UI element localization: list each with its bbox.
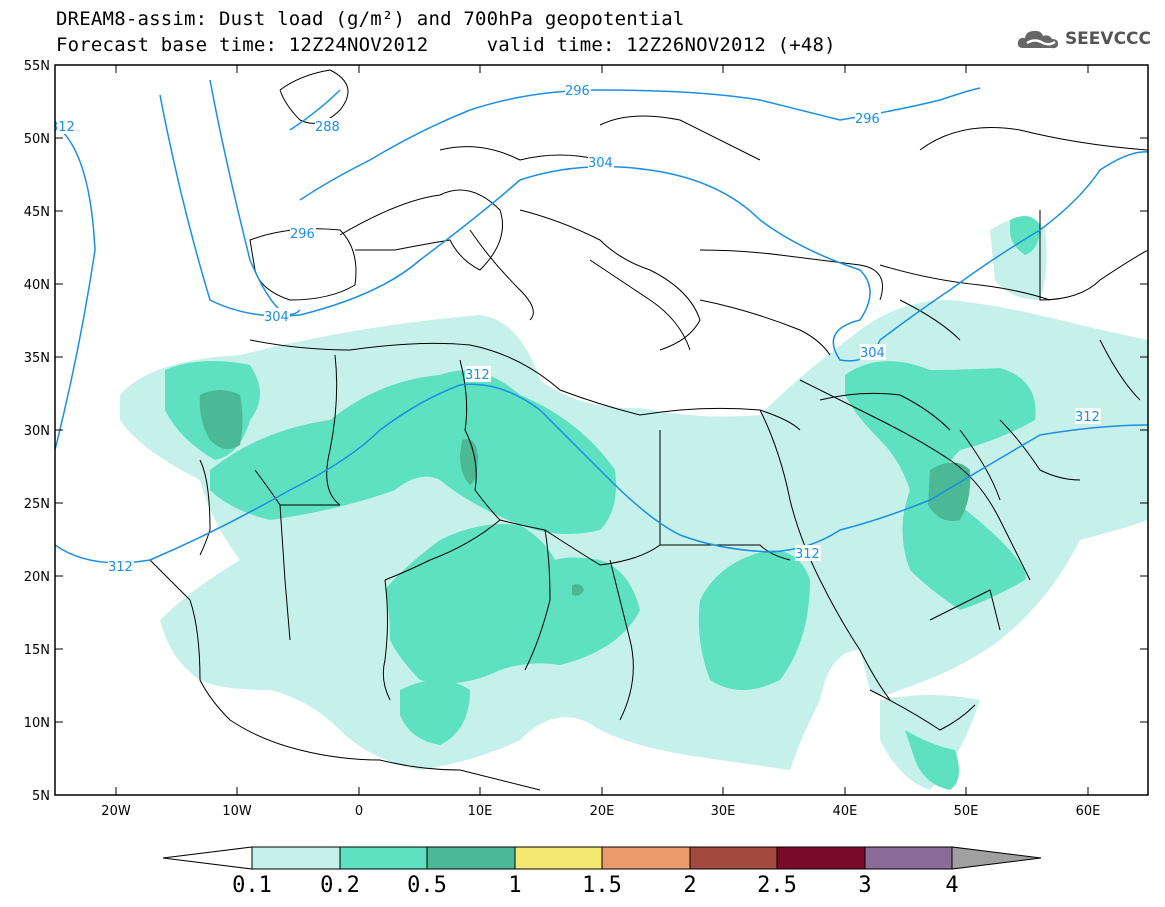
colorbar-labels: 0.1 0.2 0.5 1 1.5 2 2.5 3 4: [232, 873, 959, 898]
contour-labels: 312 288 296 296 304 304 296 312 312 304 …: [50, 82, 1101, 575]
colorbar-label: 0.1: [232, 873, 272, 898]
colorbar-swatch: [864, 846, 953, 870]
contour-label: 312: [465, 368, 490, 383]
logo-text: SEEVCCC: [1064, 29, 1151, 49]
colorbar-label: 2.5: [757, 873, 797, 898]
lon-label: 10E: [468, 804, 493, 819]
colorbar-min-arrow: [162, 846, 253, 870]
lat-label: 5N: [32, 789, 50, 804]
seevccc-logo: SEEVCCC: [1015, 26, 1151, 52]
lon-label: 20W: [101, 804, 131, 819]
contour-label: 296: [290, 227, 315, 242]
lon-label: 10W: [222, 804, 252, 819]
colorbar: [162, 846, 1042, 870]
contour-label: 312: [50, 120, 75, 135]
lat-label: 40N: [24, 278, 50, 293]
colorbar-swatch: [339, 846, 428, 870]
lat-label: 55N: [24, 59, 50, 74]
contour-label: 304: [264, 310, 289, 325]
colorbar-swatch: [776, 846, 866, 870]
colorbar-label: 0.2: [320, 873, 360, 898]
latitude-axis: 55N 50N 45N 40N 35N 30N 25N 20N 15N 10N …: [24, 59, 1148, 804]
colorbar-label: 0.5: [407, 873, 447, 898]
colorbar-label: 1.5: [582, 873, 622, 898]
cloud-icon: [1017, 30, 1059, 49]
lat-label: 20N: [24, 570, 50, 585]
dust-high-region: [199, 390, 971, 596]
map-area: 312 288 296 296 304 304 296 312 312 304 …: [50, 65, 1148, 795]
contour-label: 312: [108, 560, 133, 575]
contour-label: 304: [860, 346, 885, 361]
contour-label: 288: [315, 120, 340, 135]
lat-label: 50N: [24, 132, 50, 147]
colorbar-label: 4: [945, 873, 958, 898]
lon-label: 60E: [1076, 804, 1101, 819]
lon-label: 0: [355, 804, 363, 819]
lat-label: 25N: [24, 497, 50, 512]
colorbar-max-arrow: [951, 846, 1042, 870]
dust-mid-region: [165, 216, 1040, 790]
lon-label: 50E: [954, 804, 979, 819]
longitude-axis: 20W 10W 0 10E 20E 30E 40E 50E 60E: [101, 65, 1100, 819]
colorbar-label: 3: [858, 873, 871, 898]
contour-label: 296: [855, 112, 880, 127]
country-borders: [149, 69, 1148, 791]
lat-label: 45N: [24, 205, 50, 220]
map-subtitle: Forecast base time: 12Z24NOV2012 valid t…: [56, 34, 836, 56]
lat-label: 10N: [24, 716, 50, 731]
contour-label: 312: [1075, 410, 1100, 425]
lon-label: 20E: [590, 804, 615, 819]
colorbar-swatch: [251, 846, 341, 870]
lat-label: 30N: [24, 424, 50, 439]
lon-label: 30E: [711, 804, 736, 819]
colorbar-swatch: [689, 846, 778, 870]
lon-label: 40E: [833, 804, 858, 819]
map-title: DREAM8-assim: Dust load (g/m²) and 700hP…: [56, 8, 685, 30]
colorbar-swatch: [601, 846, 691, 870]
contour-label: 304: [588, 156, 613, 171]
colorbar-swatch: [514, 846, 603, 870]
lat-label: 35N: [24, 351, 50, 366]
colorbar-swatch: [426, 846, 516, 870]
lat-label: 15N: [24, 643, 50, 658]
contour-label: 312: [795, 547, 820, 562]
colorbar-label: 2: [683, 873, 696, 898]
geopotential-contours: [55, 79, 1148, 564]
colorbar-label: 1: [508, 873, 521, 898]
contour-label: 296: [565, 84, 590, 99]
